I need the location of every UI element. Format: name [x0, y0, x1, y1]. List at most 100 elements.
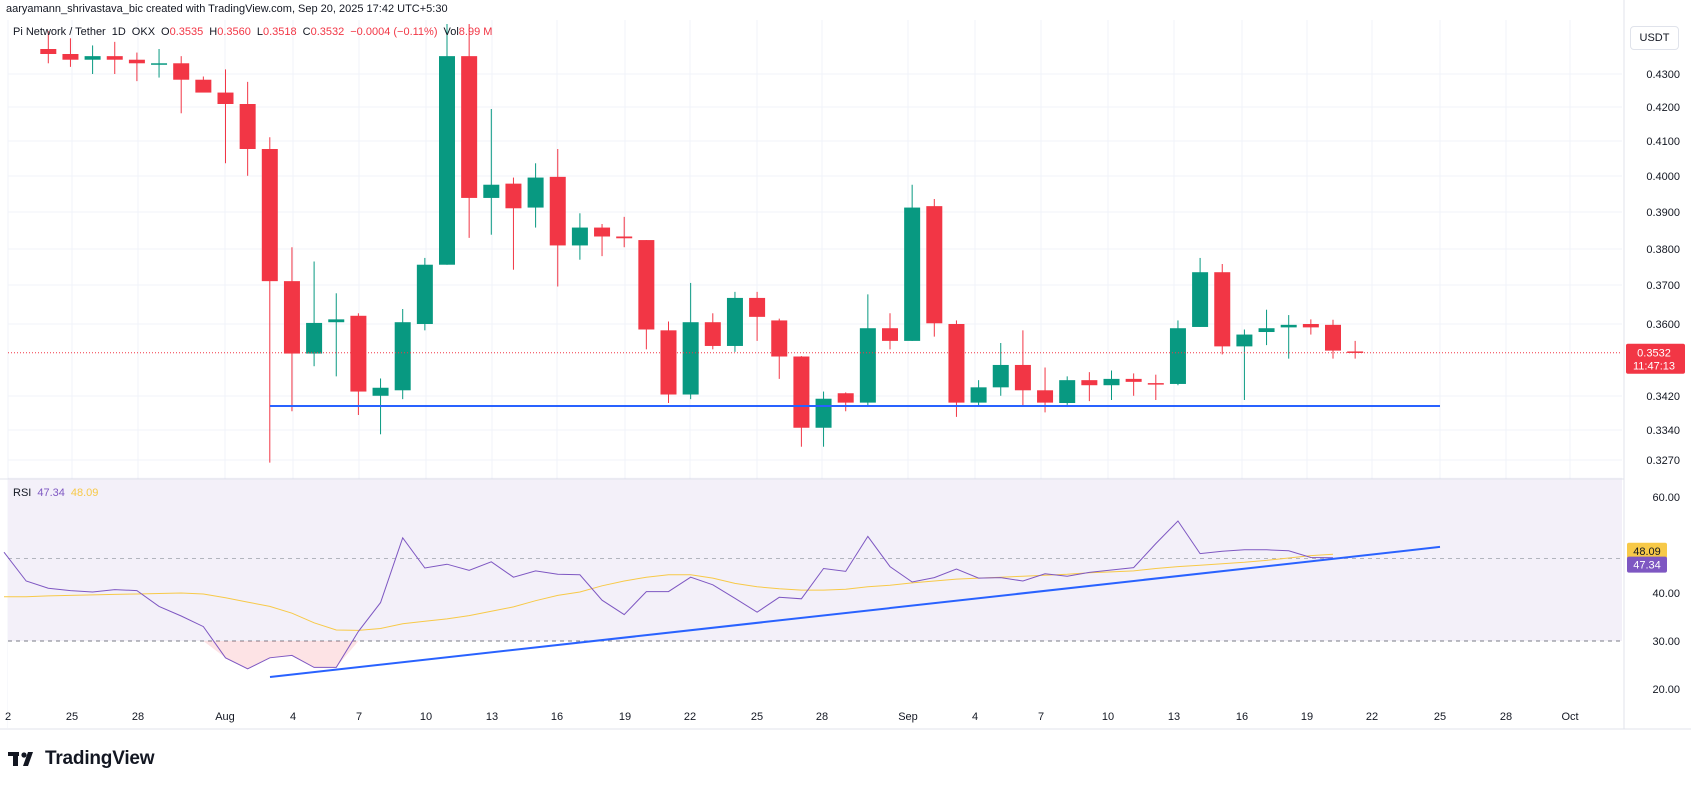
candle-body [40, 49, 57, 54]
last-price-label: 0.3532 [1637, 348, 1671, 360]
candle-body [306, 322, 323, 354]
candle [771, 318, 788, 379]
close-value: 0.3532 [310, 26, 345, 38]
candle [660, 321, 677, 403]
rsi-ma-tag-label: 48.09 [1633, 546, 1661, 558]
candle-body [660, 330, 677, 395]
candle-body [749, 297, 766, 317]
candle [84, 45, 101, 74]
candle [815, 391, 832, 447]
time-tick-label: 10 [1102, 711, 1114, 723]
trend-drawings[interactable] [8, 352, 1622, 678]
low-value: 0.3518 [262, 26, 297, 38]
candle [394, 309, 411, 400]
last-price-tag [1626, 343, 1685, 374]
candle [1147, 374, 1164, 400]
open-label: O [161, 26, 170, 38]
candle-body [483, 184, 500, 198]
candle [571, 213, 588, 260]
time-tick-label: 7 [356, 711, 362, 723]
currency-button[interactable]: USDT [1630, 26, 1679, 50]
candle [483, 109, 500, 235]
candle [239, 81, 256, 176]
symbol-legend[interactable]: Pi Network / Tether 1D OKX O0.3535 H0.35… [13, 26, 492, 38]
candle [328, 293, 345, 377]
rsi-line [3, 520, 1334, 670]
candle [505, 177, 522, 270]
candle-body [815, 398, 832, 428]
candle-body [859, 328, 876, 403]
open-value: 0.3535 [169, 26, 204, 38]
candle-body [394, 322, 411, 391]
candle [1125, 373, 1142, 396]
low-label: L [256, 26, 263, 38]
time-tick-label: 28 [1500, 711, 1512, 723]
countdown-label: 11:47:13 [1633, 361, 1675, 373]
rsi-tick-label: 60.00 [1652, 492, 1680, 504]
symbol-interval[interactable]: 1D [111, 26, 126, 38]
price-tick-label: 0.3270 [1646, 455, 1680, 467]
candle-body [239, 104, 256, 149]
candle-body [261, 149, 278, 282]
candle [1192, 257, 1209, 327]
candle-body [84, 56, 101, 60]
candle [948, 320, 965, 417]
candle [128, 52, 145, 82]
candle [1081, 372, 1098, 402]
candle-body [704, 322, 721, 346]
candle [793, 356, 810, 447]
candle-body [1147, 383, 1164, 385]
candle-body [195, 79, 212, 93]
candle [416, 257, 433, 331]
candle-body [1059, 380, 1076, 403]
time-tick-label: Sep [898, 711, 918, 723]
tradingview-logo[interactable]: TradingView [8, 748, 155, 770]
candle [1347, 340, 1364, 359]
time-tick-label: 25 [1434, 711, 1446, 723]
candle [1014, 330, 1031, 407]
time-tick-label: 28 [132, 711, 144, 723]
rsi-ma-value: 48.09 [70, 487, 99, 499]
candle-body [416, 264, 433, 324]
candle-body [372, 387, 389, 396]
candle-body [616, 236, 633, 239]
candle [439, 24, 455, 265]
candle-body [771, 320, 788, 357]
candle-body [350, 315, 367, 392]
time-tick-label: 2 [5, 711, 11, 723]
rsi-trendline [269, 545, 1441, 678]
candle [106, 41, 123, 74]
rsi-name[interactable]: RSI [13, 487, 32, 499]
time-tick-label: 13 [1168, 711, 1180, 723]
time-tick-label: Aug [215, 711, 235, 723]
rsi-tick-label: 30.00 [1652, 636, 1680, 648]
candle [1037, 367, 1054, 413]
tradingview-logo-text: TradingView [45, 748, 155, 769]
candle [594, 224, 611, 257]
close-label: C [302, 26, 311, 38]
candle-body [1103, 378, 1120, 386]
candle [638, 240, 655, 350]
candle [682, 282, 699, 400]
time-tick-label: 4 [290, 711, 296, 723]
change-value: −0.0004 (−0.11%) [350, 26, 438, 38]
time-tick-label: 4 [972, 711, 978, 723]
candle [350, 313, 367, 415]
axes: 0.4300 0.4200 0.4100 0.4000 0.3900 0.3800 0.37… [0, 0, 1691, 730]
candle [882, 313, 898, 350]
rsi-background [8, 477, 1622, 728]
candle [1214, 264, 1231, 355]
price-tick-label: 0.3800 [1646, 244, 1680, 256]
candle-body [1302, 324, 1319, 328]
candle [306, 261, 323, 367]
candle [1302, 319, 1319, 335]
rsi-legend[interactable]: RSI 47.34 48.09 [13, 487, 98, 499]
candle [261, 137, 278, 463]
rsi-value-tag-label: 47.34 [1633, 560, 1661, 572]
symbol-name[interactable]: Pi Network / Tether [13, 26, 106, 38]
time-tick-label: 16 [551, 711, 563, 723]
rsi-oversold-fill [203, 641, 359, 669]
candle-body [62, 54, 79, 60]
candle-body [128, 59, 145, 64]
